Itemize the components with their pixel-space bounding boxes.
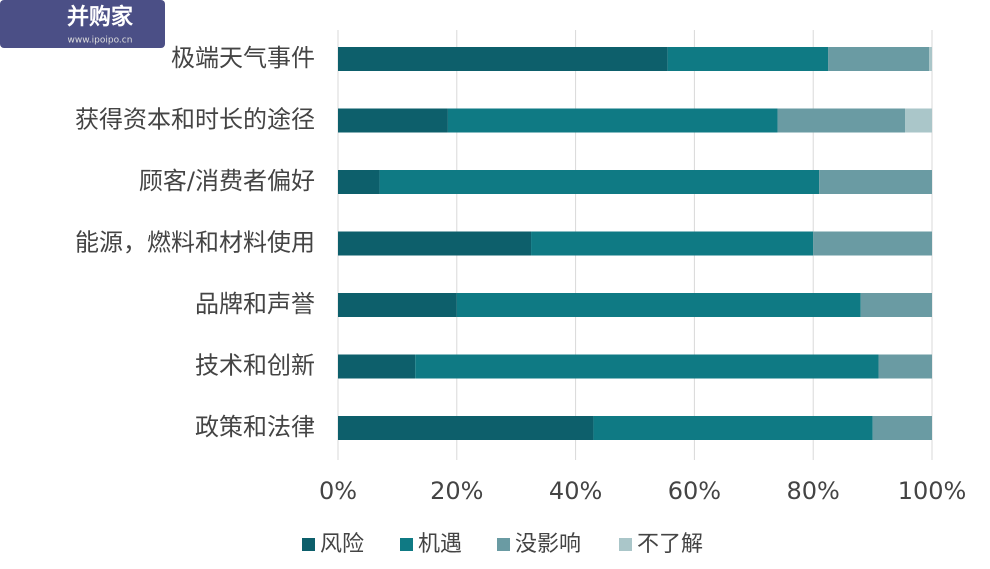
legend-swatch xyxy=(400,538,413,551)
bar-segment xyxy=(338,416,594,440)
bar-segment xyxy=(379,170,820,194)
bar-segment xyxy=(447,108,778,133)
bar-segment xyxy=(338,231,532,256)
logo-box xyxy=(0,0,165,48)
bar-segment xyxy=(338,170,380,194)
bar-segment xyxy=(338,108,448,133)
y-tick-label: 品牌和声誉 xyxy=(195,290,315,318)
bar-segment xyxy=(813,231,932,256)
bar-segment xyxy=(415,354,879,379)
legend-label: 不了解 xyxy=(637,532,703,557)
bar-segment xyxy=(338,293,457,317)
legend-swatch xyxy=(619,538,632,551)
legend-swatch xyxy=(497,538,510,551)
x-tick-label: 80% xyxy=(787,477,840,505)
logo-title: 并购家 xyxy=(67,4,134,30)
bar-segment xyxy=(593,416,873,440)
legend-swatch xyxy=(302,538,315,551)
bar-segment xyxy=(338,354,416,379)
x-tick-label: 0% xyxy=(319,477,357,505)
bar-segment xyxy=(878,354,932,379)
legend-label: 风险 xyxy=(320,532,364,557)
x-tick-label: 100% xyxy=(898,477,967,505)
y-tick-label: 获得资本和时长的途径 xyxy=(75,106,315,134)
bar-segment xyxy=(338,47,668,71)
bar-segment xyxy=(819,170,932,194)
bar-segment xyxy=(872,416,932,440)
y-tick-label: 政策和法律 xyxy=(195,413,315,441)
bar-segment xyxy=(667,47,829,71)
legend-label: 没影响 xyxy=(515,532,581,557)
y-tick-label: 极端天气事件 xyxy=(171,44,315,72)
x-tick-label: 40% xyxy=(549,477,602,505)
bar-segment xyxy=(828,47,930,71)
bar-segment xyxy=(905,108,932,133)
bar-segment xyxy=(860,293,932,317)
y-tick-label: 能源，燃料和材料使用 xyxy=(75,229,315,257)
bar-segment xyxy=(929,47,932,71)
bar-segment xyxy=(777,108,906,133)
bar-segment xyxy=(531,231,814,256)
y-tick-label: 顾客/消费者偏好 xyxy=(139,167,315,195)
y-tick-label: 技术和创新 xyxy=(195,352,315,380)
x-tick-label: 20% xyxy=(430,477,483,505)
legend-label: 机遇 xyxy=(418,532,462,557)
bar-segment xyxy=(456,293,861,317)
logo-url: www.ipoipo.cn xyxy=(68,36,133,46)
x-tick-label: 60% xyxy=(668,477,721,505)
